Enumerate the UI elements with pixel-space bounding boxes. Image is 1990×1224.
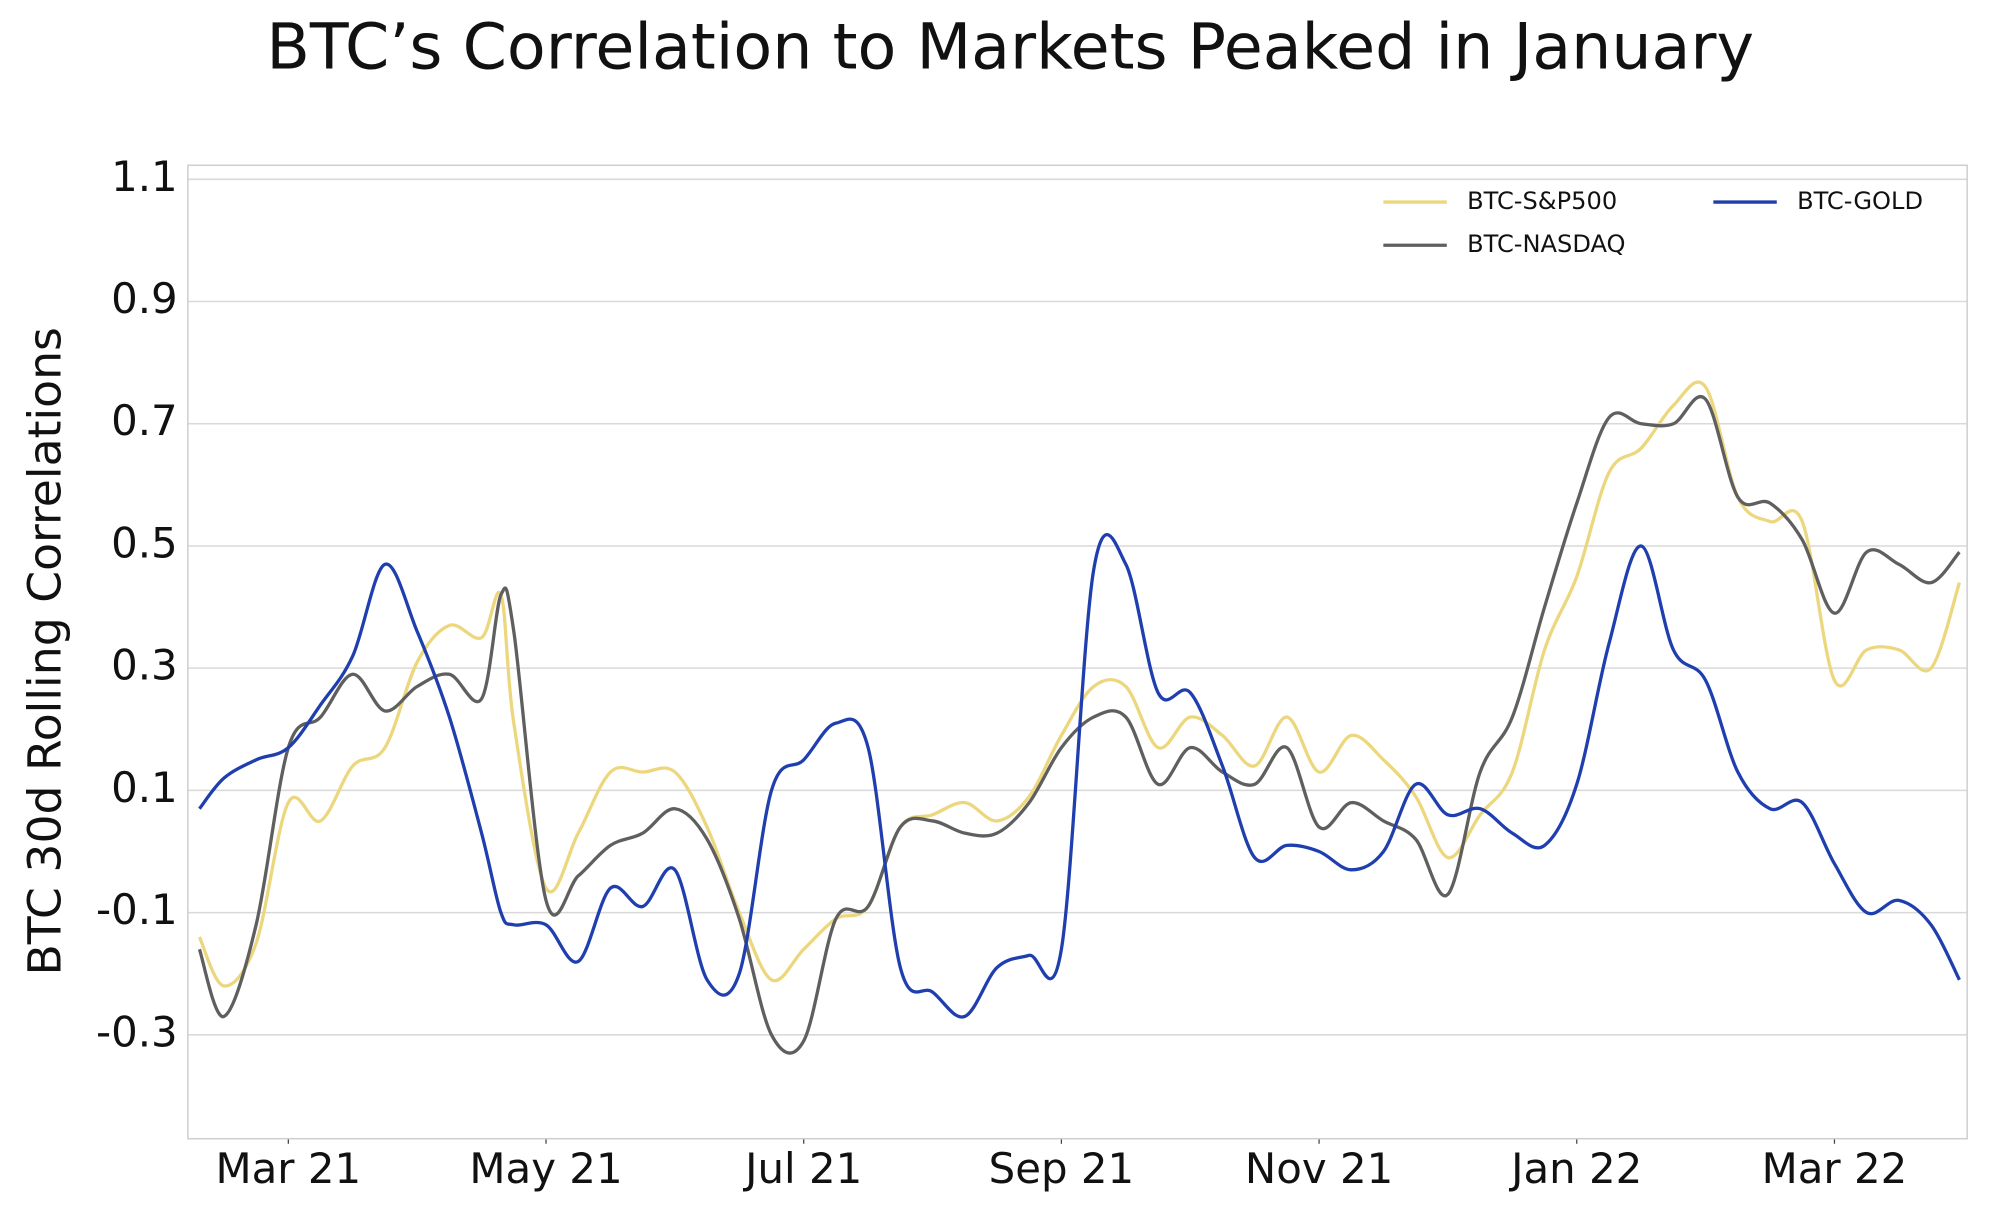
x-tick-label: Mar 22 <box>1762 1144 1908 1193</box>
series-line <box>197 395 1961 1055</box>
series-line <box>198 532 1961 1019</box>
y-axis-label: BTC 30d Rolling Correlations <box>19 327 72 975</box>
x-tick-label: May 21 <box>469 1144 622 1193</box>
x-tick-label: Nov 21 <box>1245 1144 1393 1193</box>
x-tick-label: Jan 22 <box>1508 1144 1642 1193</box>
x-tick-label: Mar 21 <box>216 1144 362 1193</box>
chart-title: BTC’s Correlation to Markets Peaked in J… <box>266 10 1754 84</box>
plot-frame <box>187 164 1968 1140</box>
series-line <box>197 380 1961 988</box>
legend-label: BTC-S&P500 <box>1467 187 1617 215</box>
y-tick-label: 1.1 <box>111 152 178 201</box>
y-tick-label: -0.3 <box>96 1007 178 1056</box>
x-tick-label: Sep 21 <box>989 1144 1135 1193</box>
y-tick-label: 0.7 <box>111 396 178 445</box>
y-tick-label: 0.5 <box>111 518 178 567</box>
y-tick-label: 0.1 <box>111 763 178 812</box>
y-tick-label: -0.1 <box>96 885 178 934</box>
y-tick-label: 0.3 <box>111 641 178 690</box>
legend-label: BTC-NASDAQ <box>1467 230 1625 258</box>
x-tick-label: Jul 21 <box>742 1144 862 1193</box>
y-tick-label: 0.9 <box>111 274 178 323</box>
legend-label: BTC-GOLD <box>1797 187 1923 215</box>
